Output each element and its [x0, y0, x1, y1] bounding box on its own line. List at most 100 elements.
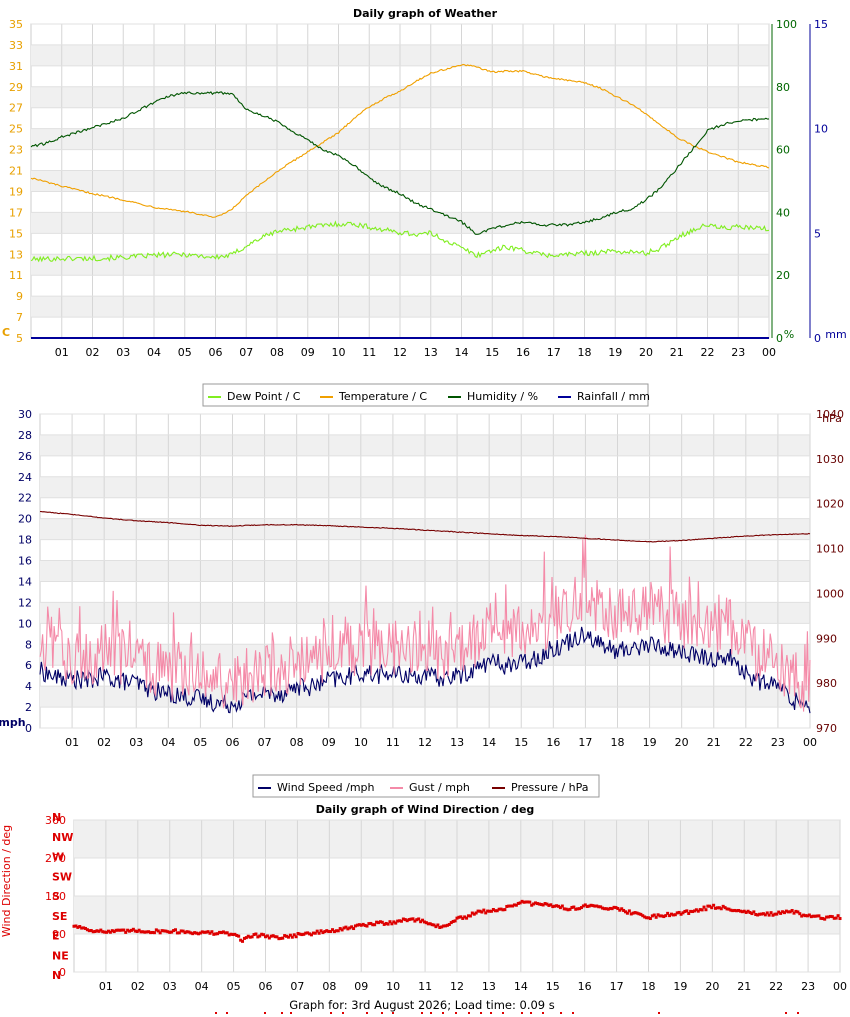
direction-point	[256, 935, 260, 939]
footer-mark	[264, 1012, 266, 1014]
direction-point	[177, 931, 181, 935]
direction-point	[323, 930, 327, 934]
direction-point	[535, 902, 539, 906]
x-tick-label: 18	[578, 346, 592, 359]
wind-direction-chart-title: Daily graph of Wind Direction / deg	[316, 803, 535, 816]
direction-point	[168, 930, 172, 934]
direction-point	[195, 931, 199, 935]
direction-point	[704, 908, 708, 912]
direction-point	[181, 929, 185, 933]
direction-point	[409, 917, 413, 921]
left-tick-label: 0	[59, 966, 66, 979]
left-tick-label: 8	[25, 638, 32, 651]
direction-point	[827, 915, 831, 919]
direction-point	[438, 925, 442, 929]
direction-point	[738, 909, 742, 913]
direction-point	[509, 904, 513, 908]
direction-point	[128, 929, 132, 933]
left-tick-label: 19	[9, 185, 23, 198]
direction-point	[556, 904, 560, 908]
direction-point	[89, 928, 93, 932]
direction-point	[514, 903, 518, 907]
direction-point	[539, 902, 543, 906]
direction-point	[122, 928, 126, 932]
direction-point	[727, 907, 731, 911]
direction-point	[246, 934, 250, 938]
footer-mark	[572, 1012, 574, 1014]
direction-point	[574, 907, 578, 911]
direction-point	[93, 930, 97, 934]
left-tick-label: 14	[18, 575, 32, 588]
footer-mark	[281, 1012, 283, 1014]
direction-point	[641, 914, 645, 918]
direction-point	[363, 923, 367, 927]
direction-point	[380, 920, 384, 924]
x-tick-label: 13	[450, 736, 464, 749]
x-tick-label: 06	[259, 980, 273, 993]
direction-point	[823, 917, 827, 921]
left-axis-ticks: 0 90 180 270 360	[45, 814, 66, 979]
x-tick-label: 12	[393, 346, 407, 359]
direction-point	[229, 932, 233, 936]
direction-point	[654, 915, 658, 919]
direction-point	[83, 926, 87, 930]
direction-point	[526, 900, 530, 904]
direction-point	[488, 909, 492, 913]
direction-point	[656, 913, 660, 917]
direction-point	[558, 906, 562, 910]
direction-point	[442, 924, 446, 928]
direction-point	[269, 934, 273, 938]
right-tick-label: 80	[776, 81, 790, 94]
direction-point	[608, 906, 612, 910]
x-tick-label: 13	[482, 980, 496, 993]
left-tick-label: 10	[18, 617, 32, 630]
left-tick-label: 16	[18, 555, 32, 568]
direction-point	[288, 933, 292, 937]
x-tick-label: 16	[516, 346, 530, 359]
direction-point	[120, 928, 124, 932]
direction-point	[662, 915, 666, 919]
direction-point	[361, 922, 365, 926]
direction-point	[183, 931, 187, 935]
legend-label: Humidity / %	[467, 390, 538, 403]
direction-point	[367, 922, 371, 926]
direction-point	[426, 922, 430, 926]
direction-point	[455, 916, 459, 920]
direction-point	[308, 932, 312, 936]
series-line	[30, 91, 770, 235]
direction-point	[710, 906, 714, 910]
direction-point	[250, 935, 254, 939]
direction-point	[202, 930, 206, 934]
direction-point	[82, 926, 86, 930]
direction-point	[457, 915, 461, 919]
compass-labels: N NW W SW S SE E NE N	[52, 811, 73, 982]
left-tick-label: 33	[9, 39, 23, 52]
direction-point	[631, 911, 635, 915]
direction-point	[95, 929, 99, 933]
direction-point	[154, 928, 158, 932]
series-line	[39, 534, 811, 712]
left-tick-label: 180	[45, 890, 66, 903]
direction-point	[376, 921, 380, 925]
legend-label: Gust / mph	[409, 781, 470, 794]
left-tick-label: 28	[18, 429, 32, 442]
left-tick-label: 13	[9, 248, 23, 261]
direction-point	[733, 908, 737, 912]
direction-point	[156, 929, 160, 933]
wind-direction-chart: Daily graph of Wind Direction / deg 0901…	[0, 803, 847, 993]
direction-point	[622, 908, 626, 912]
direction-point	[277, 937, 281, 941]
direction-point	[191, 932, 195, 936]
footer-mark	[215, 1012, 217, 1014]
direction-point	[551, 905, 555, 909]
direction-point	[511, 904, 515, 908]
direction-point	[625, 911, 629, 915]
right-tick-label: 0	[776, 332, 783, 345]
legend-box	[252, 774, 600, 798]
direction-point	[562, 907, 566, 911]
direction-point	[164, 929, 168, 933]
direction-point	[647, 916, 650, 920]
direction-point	[340, 928, 344, 932]
right2-tick-label: 0	[814, 332, 821, 345]
